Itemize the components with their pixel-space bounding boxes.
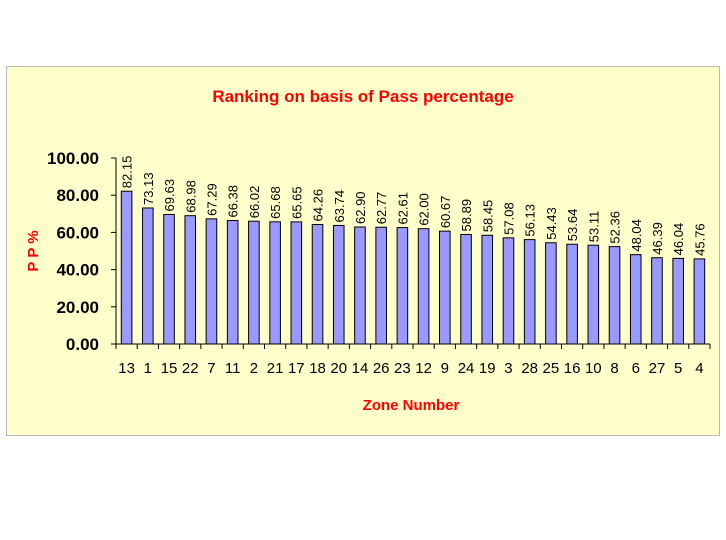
data-label: 58.45 bbox=[480, 200, 495, 233]
x-tick-label: 26 bbox=[373, 360, 390, 377]
x-tick-label: 14 bbox=[352, 360, 369, 377]
x-tick-label: 2 bbox=[250, 360, 258, 377]
x-tick-label: 17 bbox=[288, 360, 305, 377]
data-label: 46.39 bbox=[650, 222, 665, 255]
bar bbox=[545, 242, 557, 345]
data-label: 62.61 bbox=[395, 192, 410, 225]
x-tick-label: 28 bbox=[521, 360, 538, 377]
data-label: 58.89 bbox=[459, 199, 474, 232]
bar bbox=[523, 239, 536, 345]
bars bbox=[120, 190, 706, 345]
bar bbox=[460, 233, 472, 345]
x-tick-label: 1 bbox=[144, 360, 152, 377]
x-tick-labels: 13 1 15 22 7 11 2 21 17 18 20 14 26 23 12 9 24 19 3 28 25 16 1… bbox=[118, 360, 703, 377]
y-tick-label: 80.00 bbox=[56, 186, 99, 205]
data-label: 52.36 bbox=[608, 211, 623, 244]
x-tick-label: 5 bbox=[674, 360, 682, 377]
x-tick-label: 6 bbox=[632, 360, 640, 377]
data-label: 60.67 bbox=[438, 196, 453, 229]
x-tick-label: 22 bbox=[182, 360, 199, 377]
data-label: 67.29 bbox=[204, 183, 219, 216]
y-tick-label: 20.00 bbox=[56, 298, 99, 317]
x-tick-label: 21 bbox=[267, 360, 284, 377]
x-tick-label: 9 bbox=[441, 360, 449, 377]
bar bbox=[120, 190, 133, 345]
bar bbox=[163, 213, 175, 345]
data-label: 63.74 bbox=[332, 190, 347, 223]
x-tick-label: 10 bbox=[585, 360, 602, 377]
bar bbox=[248, 220, 260, 345]
bar bbox=[396, 227, 409, 345]
data-label: 48.04 bbox=[629, 219, 644, 252]
chart-title: Ranking on basis of Pass percentage bbox=[212, 87, 513, 106]
bar bbox=[629, 254, 642, 345]
x-tick-label: 15 bbox=[161, 360, 178, 377]
bar bbox=[184, 215, 197, 345]
data-label: 82.15 bbox=[120, 156, 135, 189]
bar bbox=[290, 221, 303, 345]
data-label: 73.13 bbox=[141, 172, 156, 205]
data-label: 62.90 bbox=[353, 191, 368, 224]
bar bbox=[375, 226, 387, 345]
data-label: 64.26 bbox=[311, 189, 326, 222]
data-labels: 82.15 73.13 69.63 68.98 67.29 66.38 66.02 65.68… bbox=[120, 156, 708, 256]
x-tick-label: 23 bbox=[394, 360, 411, 377]
x-tick-label: 13 bbox=[118, 360, 135, 377]
x-tick-label: 18 bbox=[309, 360, 326, 377]
data-label: 54.43 bbox=[544, 207, 559, 240]
y-tick-label: 40.00 bbox=[56, 261, 99, 280]
bar bbox=[587, 244, 600, 345]
x-tick-label: 25 bbox=[543, 360, 560, 377]
bar bbox=[332, 224, 345, 345]
bar bbox=[566, 243, 578, 345]
bar bbox=[481, 234, 494, 345]
bar bbox=[311, 223, 324, 345]
x-tick-label: 7 bbox=[207, 360, 215, 377]
data-label: 69.63 bbox=[162, 179, 177, 212]
bar bbox=[354, 226, 366, 345]
bar bbox=[651, 257, 663, 345]
bar bbox=[269, 221, 281, 345]
data-label: 45.76 bbox=[692, 223, 707, 256]
data-label: 65.65 bbox=[289, 186, 304, 219]
data-label: 62.00 bbox=[417, 193, 432, 226]
y-tick-label: 60.00 bbox=[56, 223, 99, 242]
data-label: 68.98 bbox=[183, 180, 198, 213]
x-axis-label: Zone Number bbox=[363, 397, 460, 414]
x-tick-label: 20 bbox=[330, 360, 347, 377]
data-label: 66.02 bbox=[247, 186, 262, 219]
bar bbox=[672, 257, 684, 345]
data-label: 56.13 bbox=[523, 204, 538, 237]
x-tick-label: 16 bbox=[564, 360, 581, 377]
x-tick-label: 12 bbox=[415, 360, 432, 377]
data-label: 66.38 bbox=[226, 185, 241, 218]
x-tick-label: 8 bbox=[610, 360, 618, 377]
x-tick-label: 24 bbox=[458, 360, 475, 377]
bar bbox=[142, 207, 154, 345]
bar bbox=[439, 230, 451, 345]
bar bbox=[205, 218, 218, 345]
y-tick-label: 100.00 bbox=[47, 149, 99, 168]
bar bbox=[608, 246, 621, 345]
bar bbox=[693, 258, 706, 345]
x-tick-label: 11 bbox=[225, 360, 241, 377]
bar bbox=[417, 228, 430, 345]
data-label: 57.08 bbox=[501, 202, 516, 235]
data-label: 65.68 bbox=[268, 186, 283, 219]
x-tick-label: 4 bbox=[695, 360, 703, 377]
data-label: 62.77 bbox=[374, 192, 389, 225]
y-tick-labels: 0.00 20.00 40.00 60.00 80.00 100.00 bbox=[47, 149, 99, 354]
data-label: 53.64 bbox=[565, 209, 580, 242]
data-label: 46.04 bbox=[671, 223, 686, 256]
x-tick-label: 27 bbox=[649, 360, 666, 377]
bar bbox=[226, 220, 239, 345]
y-tick-label: 0.00 bbox=[66, 335, 99, 354]
data-label: 53.11 bbox=[586, 211, 601, 243]
x-tick-label: 19 bbox=[479, 360, 496, 377]
bar bbox=[502, 237, 515, 345]
y-axis-label: P P % bbox=[25, 230, 42, 271]
x-tick-label: 3 bbox=[504, 360, 512, 377]
